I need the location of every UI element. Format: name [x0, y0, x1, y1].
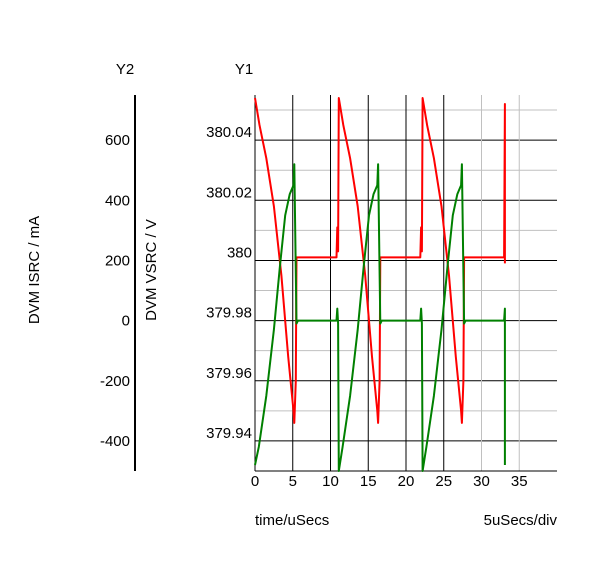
x-tick-label: 0 — [251, 473, 259, 490]
y2-tick-label: 0 — [122, 313, 130, 330]
y2-axis-label: DVM ISRC / mA — [26, 216, 43, 324]
y1-tick-label: 380.02 — [206, 184, 252, 201]
x-tick-labels: 0 5 10 15 20 25 30 35 — [251, 473, 528, 490]
y2-tick-label: -400 — [100, 433, 130, 450]
y2-tick-labels: -400 -200 0 200 400 600 — [100, 132, 130, 450]
series-layer — [254, 97, 506, 472]
y2-tick-label: 200 — [105, 252, 130, 269]
x-axis-label: time/uSecs — [255, 512, 329, 529]
y1-tick-labels: 379.94 379.96 379.98 380 380.02 380.04 — [206, 124, 252, 442]
x-tick-label: 30 — [473, 473, 490, 490]
x-tick-label: 5 — [289, 473, 297, 490]
x-tick-label: 15 — [360, 473, 377, 490]
y1-tick-label: 379.94 — [206, 425, 252, 442]
y2-tick-label: 600 — [105, 132, 130, 149]
y1-tick-label: 379.98 — [206, 305, 252, 322]
series-line-vsrc — [254, 97, 506, 424]
y2-tick-label: 400 — [105, 192, 130, 209]
x-tick-label: 25 — [435, 473, 452, 490]
y1-header: Y1 — [235, 61, 253, 78]
x-tick-label: 20 — [398, 473, 415, 490]
y1-tick-label: 380.04 — [206, 124, 252, 141]
y2-tick-label: -200 — [100, 373, 130, 390]
x-tick-label: 10 — [322, 473, 339, 490]
y1-tick-label: 380 — [227, 244, 252, 261]
x-tick-label: 35 — [511, 473, 528, 490]
major-grid — [254, 95, 557, 472]
series-line-isrc — [254, 163, 506, 472]
y2-header: Y2 — [116, 61, 134, 78]
y1-tick-label: 379.96 — [206, 365, 252, 382]
y1-axis-label: DVM VSRC / V — [143, 219, 160, 321]
x-scale-note: 5uSecs/div — [484, 512, 558, 529]
